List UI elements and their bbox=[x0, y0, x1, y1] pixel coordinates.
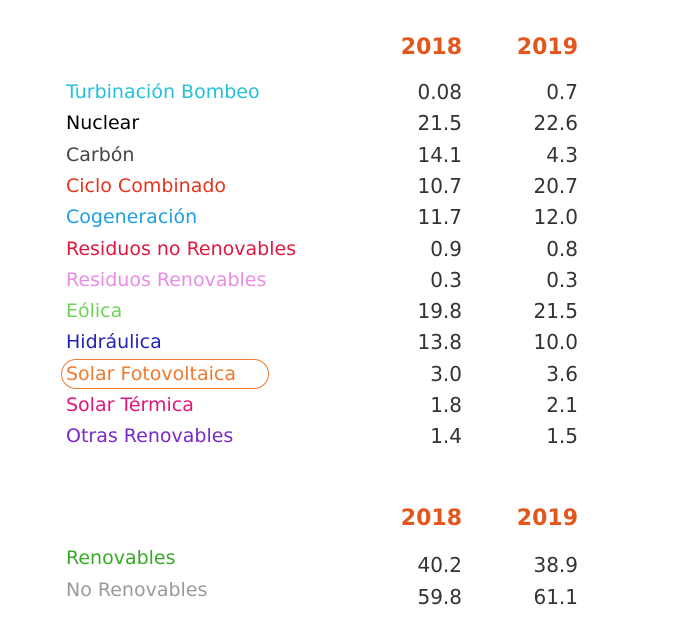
value-2019: 61.1 bbox=[533, 585, 578, 609]
highlight-oval bbox=[61, 359, 269, 389]
value-2019: 4.3 bbox=[546, 142, 578, 167]
table1-header-2019: 2019 bbox=[516, 35, 578, 60]
value-2018: 0.08 bbox=[417, 80, 462, 104]
table2-header-2018: 2018 bbox=[400, 506, 462, 531]
row-label: Eólica bbox=[66, 300, 123, 323]
row-label: Carbón bbox=[66, 143, 135, 166]
value-2019: 0.3 bbox=[546, 267, 578, 292]
value-2019: 3.6 bbox=[546, 361, 578, 386]
value-2019: 10.0 bbox=[533, 330, 578, 355]
table2-header-2019: 2019 bbox=[516, 506, 578, 531]
row-label: Otras Renovables bbox=[66, 425, 234, 448]
table1-header-2018: 2018 bbox=[400, 35, 462, 60]
row-label: Residuos Renovables bbox=[66, 268, 267, 291]
value-2018: 1.4 bbox=[430, 424, 462, 449]
row-label: Nuclear bbox=[66, 112, 140, 135]
value-2019: 12.0 bbox=[533, 205, 578, 230]
row-label: Solar Térmica bbox=[66, 394, 194, 416]
row-label: Residuos no Renovables bbox=[66, 237, 297, 260]
value-2018: 1.8 bbox=[430, 393, 462, 417]
value-2018: 0.9 bbox=[430, 236, 462, 261]
value-2019: 0.7 bbox=[546, 80, 578, 104]
value-2018: 10.7 bbox=[417, 173, 462, 198]
row-label: Turbinación Bombeo bbox=[66, 81, 260, 103]
value-2018: 0.3 bbox=[430, 267, 462, 292]
row-label: No Renovables bbox=[66, 579, 208, 601]
value-2018: 19.8 bbox=[417, 299, 462, 324]
row-label: Solar Fotovoltaica bbox=[66, 362, 237, 385]
row-label: Renovables bbox=[66, 547, 176, 569]
value-2019: 21.5 bbox=[533, 299, 578, 324]
value-2018: 21.5 bbox=[417, 111, 462, 136]
row-label: Hidráulica bbox=[66, 331, 162, 354]
value-2018: 40.2 bbox=[417, 553, 462, 577]
value-2018: 59.8 bbox=[417, 585, 462, 609]
value-2019: 0.8 bbox=[546, 236, 578, 261]
row-label: Cogeneración bbox=[66, 206, 198, 229]
value-2019: 20.7 bbox=[533, 173, 578, 198]
value-2019: 1.5 bbox=[546, 424, 578, 449]
value-2018: 14.1 bbox=[417, 142, 462, 167]
value-2019: 22.6 bbox=[533, 111, 578, 136]
value-2018: 3.0 bbox=[430, 361, 462, 386]
value-2019: 38.9 bbox=[533, 553, 578, 577]
value-2018: 13.8 bbox=[417, 330, 462, 355]
row-label: Ciclo Combinado bbox=[66, 174, 227, 197]
value-2018: 11.7 bbox=[417, 205, 462, 230]
value-2019: 2.1 bbox=[546, 393, 578, 417]
